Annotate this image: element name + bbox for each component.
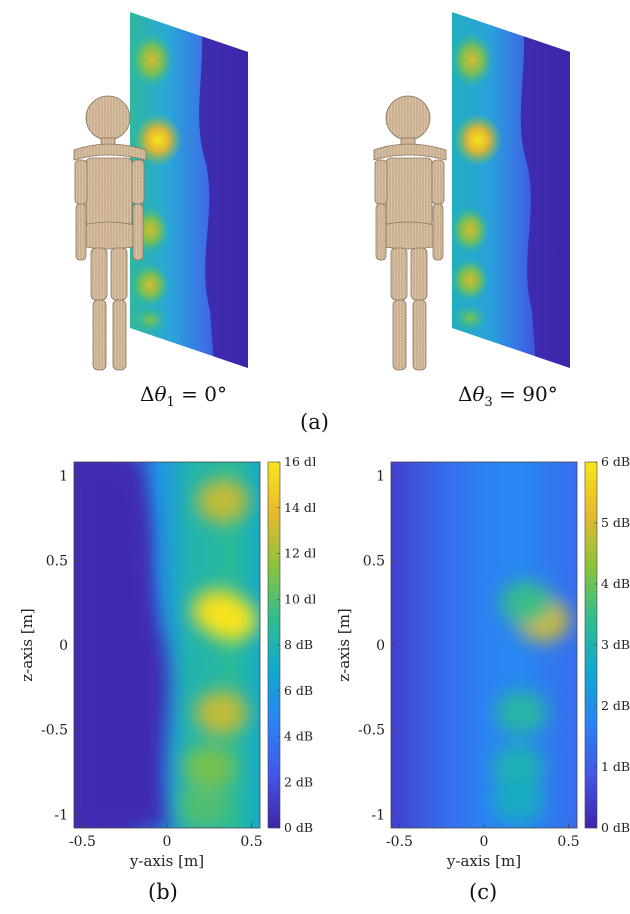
annotation-delta-theta-3: Δθ3 = 90°	[458, 382, 558, 410]
colorbar-tick-label: 12 dB	[284, 546, 315, 561]
panel-a-rendering	[73, 12, 570, 371]
y-tick-label: 0.5	[46, 553, 68, 569]
x-tick-label: -0.5	[69, 834, 96, 850]
y-tick-label: 0	[59, 638, 68, 654]
colorbar-tick-label: 0 dB	[284, 820, 313, 835]
colorbar-tick-label: 4 dB	[601, 576, 630, 591]
heatmap-hotspot	[500, 580, 553, 625]
heatmap-hotspot	[183, 745, 236, 789]
y-tick-label: 0	[376, 638, 385, 654]
field-plane-left	[130, 12, 248, 368]
panel-label-c: (c)	[469, 880, 498, 904]
colorbar-tick-label: 3 dB	[601, 637, 630, 652]
y-tick-label: 0.5	[363, 553, 385, 569]
heatmap-hotspot	[491, 778, 544, 823]
annotation-delta-theta-1: Δθ1 = 0°	[140, 382, 227, 410]
panel-c: -0.5 0 0.5 1 0.5 0 -0.5 -1 y-axis [m] z-axis [m] 6…	[315, 440, 630, 914]
colorbar-tick-label: 2 dB	[284, 774, 313, 789]
x-tick-label: 0.5	[240, 834, 262, 850]
colorbar-tick-label: 16 dB	[284, 454, 315, 469]
heatmap-hotspot	[196, 478, 249, 523]
x-tick-label: 0.5	[557, 834, 579, 850]
heatmap-c: -0.5 0 0.510.50-0.5-1y-axis [m]z-axis [m]6…	[335, 454, 630, 870]
heatmap-hotspot	[195, 690, 248, 735]
x-axis-label: y-axis [m]	[129, 852, 204, 870]
y-tick-label: 1	[376, 469, 385, 485]
x-tick-label: -0.5	[386, 834, 413, 850]
mannequin-left	[73, 95, 147, 371]
colorbar-tick-label: 10 dB	[284, 591, 315, 606]
heatmap-field	[74, 462, 260, 828]
panel-label-b: (b)	[148, 880, 178, 904]
y-axis-label: z-axis [m]	[335, 608, 353, 682]
y-tick-label: -1	[371, 807, 385, 823]
y-tick-label: 1	[59, 469, 68, 485]
colorbar-tick-label: 4 dB	[284, 729, 313, 744]
colorbar-tick-label: 8 dB	[284, 637, 313, 652]
y-axis-label: z-axis [m]	[18, 608, 36, 682]
heatmap-hotspot	[205, 597, 258, 642]
heatmap-b: -0.5 0 0.510.50-0.5-1y-axis [m]z-axis [m]1…	[18, 454, 321, 870]
heatmap-hotspot	[495, 690, 548, 735]
y-tick-label: -0.5	[41, 723, 68, 739]
panel-label-a: (a)	[300, 410, 329, 434]
colorbar-tick-label: 5 dB	[601, 515, 630, 530]
x-axis-label: y-axis [m]	[446, 852, 521, 870]
x-tick-label: 0	[163, 834, 172, 850]
colorbar-tick-label: 14 dB	[284, 500, 315, 515]
colorbar-tick-label: 6 dB	[284, 683, 313, 698]
heatmap-hotspot	[178, 783, 231, 828]
y-tick-label: -0.5	[358, 723, 385, 739]
panel-b: -0.5 0 0.5 1 0.5 0 -0.5 -1 y-axis [m] z-axis [m] 1…	[0, 440, 321, 914]
colorbar-tick-label: 6 dB	[601, 454, 630, 469]
field-plane-right	[452, 12, 570, 368]
colorbar-tick-label: 0 dB	[601, 820, 630, 835]
heatmap-hotspot	[491, 745, 544, 789]
mannequin-right	[373, 95, 447, 371]
y-tick-label: -1	[54, 807, 68, 823]
panel-a: Δθ1 = 0° Δθ3 = 90° (a)	[0, 0, 630, 438]
colorbar-tick-label: 2 dB	[601, 698, 630, 713]
x-tick-label: 0	[480, 834, 489, 850]
colorbar-tick-label: 1 dB	[601, 759, 630, 774]
heatmap-field	[391, 462, 577, 828]
